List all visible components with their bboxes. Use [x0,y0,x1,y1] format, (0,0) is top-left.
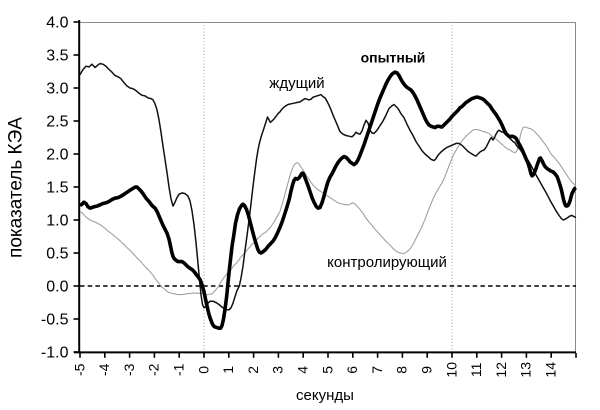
svg-text:5: 5 [319,366,335,374]
svg-text:2.0: 2.0 [46,147,68,164]
svg-text:1: 1 [220,366,236,374]
svg-text:4.0: 4.0 [46,15,68,32]
svg-text:10: 10 [443,362,459,378]
svg-text:3.5: 3.5 [46,48,68,65]
svg-text:4: 4 [295,366,311,374]
svg-text:2: 2 [245,366,261,374]
svg-text:13: 13 [518,362,534,378]
svg-text:-4: -4 [96,363,112,376]
svg-text:показатель КЭА: показатель КЭА [6,117,27,258]
svg-text:-3: -3 [121,363,137,376]
svg-text:3: 3 [270,366,286,374]
svg-text:контролирующий: контролирующий [327,254,447,271]
svg-text:0: 0 [195,366,211,374]
svg-text:секунды: секунды [296,387,354,404]
svg-text:-1.0: -1.0 [41,345,69,362]
svg-text:-0.5: -0.5 [41,312,69,329]
svg-text:8: 8 [394,366,410,374]
svg-text:6: 6 [344,366,360,374]
svg-text:11: 11 [468,362,484,377]
svg-text:12: 12 [493,362,509,378]
svg-text:-2: -2 [146,363,162,376]
svg-text:9: 9 [419,366,435,374]
svg-text:3.0: 3.0 [46,81,68,98]
svg-text:0.5: 0.5 [46,246,68,263]
svg-text:-5: -5 [71,363,87,376]
svg-text:опытный: опытный [361,50,426,66]
svg-text:-1: -1 [171,363,187,376]
svg-text:2.5: 2.5 [46,114,68,131]
svg-text:14: 14 [543,362,559,378]
svg-text:0.0: 0.0 [46,279,68,296]
svg-text:1.5: 1.5 [46,180,68,197]
svg-text:1.0: 1.0 [46,213,68,230]
svg-text:7: 7 [369,366,385,374]
svg-text:ждущий: ждущий [269,75,324,92]
